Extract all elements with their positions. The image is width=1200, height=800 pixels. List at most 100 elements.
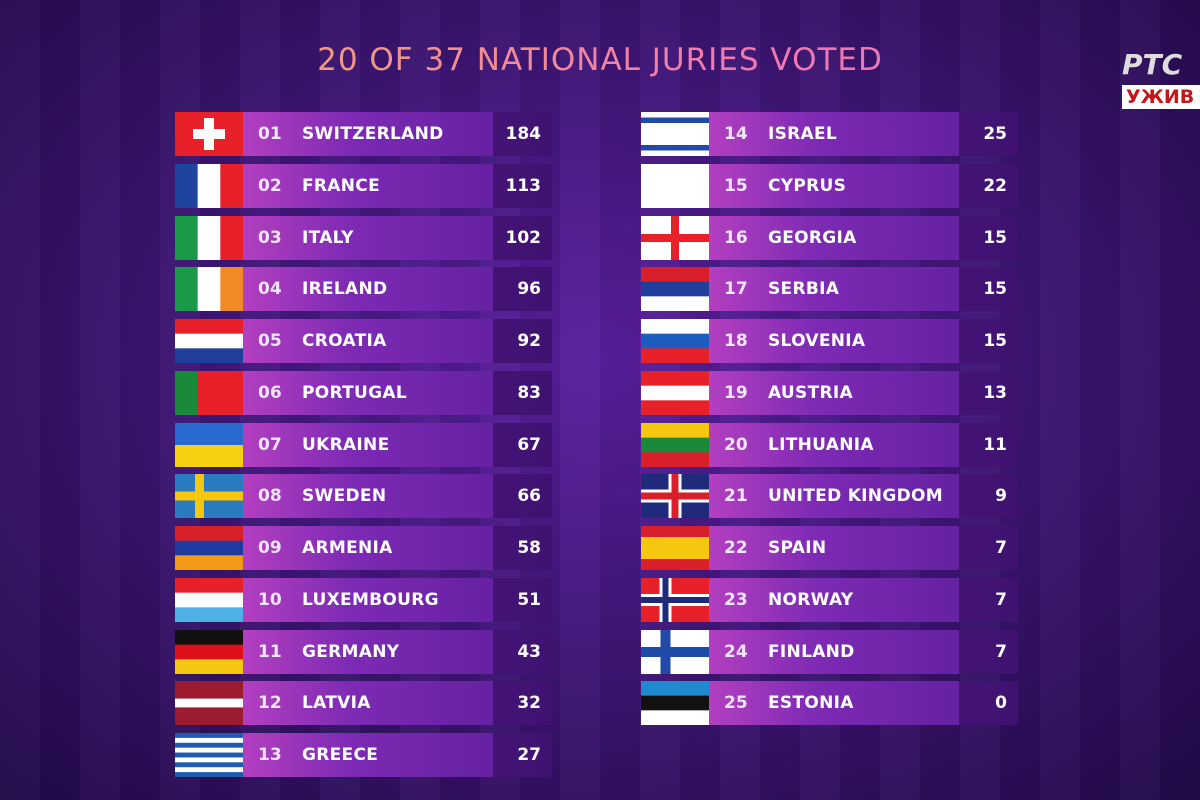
flag-part: [175, 733, 243, 739]
flag: [175, 681, 243, 726]
flag-part: [641, 267, 709, 283]
flag-part: [641, 139, 709, 146]
flag: [175, 422, 243, 467]
flag-part: [175, 540, 243, 556]
flag-part: [641, 385, 709, 401]
country: GREECE: [302, 745, 379, 765]
points-box: [493, 319, 552, 363]
rank: 02: [258, 175, 282, 196]
flag: [641, 267, 709, 312]
flag-part: [641, 400, 709, 415]
flag-part: [641, 537, 709, 549]
points-box: [959, 370, 1018, 415]
flag-part: [175, 658, 243, 674]
country: FINLAND: [768, 641, 855, 662]
points: 27: [517, 745, 541, 765]
flag: [175, 370, 243, 415]
flag: [641, 474, 709, 519]
points: 92: [517, 331, 541, 351]
flag-part: [641, 348, 709, 363]
standing-row: 22 SPAIN 7: [641, 526, 1018, 570]
country: ARMENIA: [302, 538, 393, 558]
flag-part: [641, 150, 709, 156]
points-box: [959, 215, 1018, 260]
flag-part: [175, 577, 243, 593]
country: SLOVENIA: [768, 331, 866, 351]
flag-part: [220, 370, 243, 415]
channel-name: РТС: [1122, 48, 1183, 81]
points: 11: [983, 434, 1007, 455]
country: GERMANY: [302, 641, 400, 662]
flag-part: [641, 492, 709, 500]
flag: [641, 112, 709, 156]
flag: [175, 112, 243, 156]
flag-part: [220, 267, 243, 312]
flag-part: [641, 163, 709, 208]
flag-part: [197, 370, 221, 415]
title: 20 OF 37 NATIONAL JURIES VOTED: [0, 42, 1200, 78]
country: GEORGIA: [768, 227, 857, 248]
points: 22: [983, 175, 1007, 196]
standing-row: 13 GREECE 27: [175, 733, 552, 777]
rank: 23: [724, 589, 748, 610]
rank: 03: [258, 227, 282, 248]
rank: 13: [258, 745, 282, 765]
points-box: [493, 474, 552, 519]
flag-part: [641, 117, 709, 124]
flag: [175, 733, 243, 777]
flag-part: [175, 757, 243, 763]
points-box: [959, 629, 1018, 674]
flag: [641, 526, 709, 570]
points: 25: [983, 124, 1007, 144]
flag-part: [641, 112, 709, 118]
live-badge: УЖИВ: [1122, 85, 1200, 109]
flag: [175, 163, 243, 208]
flag-part: [175, 742, 243, 749]
rank: 15: [724, 175, 748, 196]
flag-part: [641, 695, 709, 712]
flag-part: [175, 163, 199, 208]
flag: [175, 267, 243, 312]
flag: [175, 526, 243, 570]
rank: 25: [724, 693, 748, 714]
flag-part: [641, 128, 709, 135]
standing-row: 19 AUSTRIA 13: [641, 370, 1018, 415]
points: 51: [517, 589, 541, 610]
flag-part: [641, 422, 709, 438]
standing-row: 18 SLOVENIA 15: [641, 319, 1018, 363]
country: SPAIN: [768, 538, 827, 558]
flag-part: [641, 526, 709, 538]
flag: [641, 577, 709, 622]
country: SERBIA: [768, 279, 840, 300]
rank: 17: [724, 279, 748, 300]
points: 102: [505, 227, 542, 248]
points: 7: [995, 589, 1007, 610]
country: ITALY: [302, 227, 354, 248]
flag-part: [175, 752, 243, 758]
points-box: [493, 526, 552, 570]
points: 58: [517, 538, 541, 558]
country: AUSTRIA: [768, 382, 853, 403]
rank: 22: [724, 538, 748, 558]
rank: 16: [724, 227, 748, 248]
points-box: [959, 474, 1018, 519]
flag: [641, 370, 709, 415]
rank: 05: [258, 331, 282, 351]
country: ISRAEL: [768, 124, 838, 144]
flag-part: [175, 644, 243, 660]
rank: 14: [724, 124, 748, 144]
country: LITHUANIA: [768, 434, 874, 455]
standing-row: 01 SWITZERLAND 184: [175, 112, 552, 156]
points: 15: [983, 331, 1007, 351]
flag-part: [175, 491, 243, 501]
rank: 09: [258, 538, 282, 558]
standing-row: 20 LITHUANIA 11: [641, 422, 1018, 467]
standing-row: 02 FRANCE 113: [175, 163, 552, 208]
flag-part: [641, 681, 709, 697]
points: 7: [995, 641, 1007, 662]
points: 0: [995, 693, 1007, 714]
points-box: [959, 681, 1018, 726]
flag-part: [641, 596, 709, 603]
flag-part: [175, 762, 243, 768]
flag-part: [641, 370, 709, 386]
